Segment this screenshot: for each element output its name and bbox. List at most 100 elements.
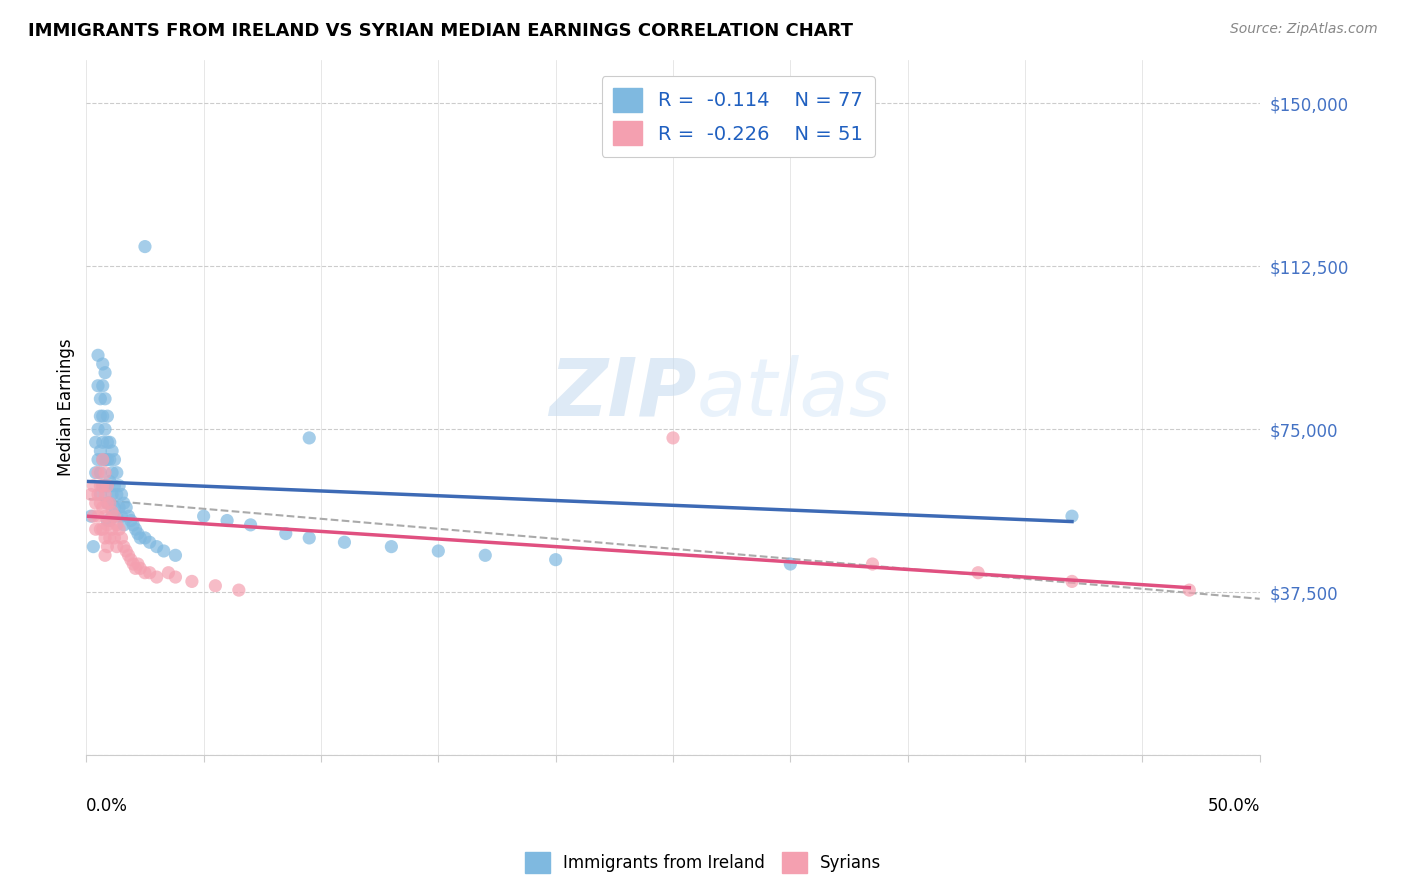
Point [862,557,884,571]
Point [1060,509,1083,524]
Point [96,452,118,467]
Point [91,452,114,467]
Point [474,549,496,563]
Point [124,561,146,575]
Point [105,466,128,480]
Point [110,509,132,524]
Point [129,561,152,575]
Point [103,531,125,545]
Point [98,514,121,528]
Point [380,540,402,554]
Text: IMMIGRANTS FROM IRELAND VS SYRIAN MEDIAN EARNINGS CORRELATION CHART: IMMIGRANTS FROM IRELAND VS SYRIAN MEDIAN… [28,22,853,40]
Point [112,517,135,532]
Point [91,435,114,450]
Point [91,522,114,536]
Point [298,531,321,545]
Point [115,544,138,558]
Legend: Immigrants from Ireland, Syrians: Immigrants from Ireland, Syrians [517,846,889,880]
Point [87,487,110,501]
Point [96,517,118,532]
Point [105,509,128,524]
Point [122,517,145,532]
Point [779,557,801,571]
Point [165,570,187,584]
Legend: R =  -0.114    N = 77, R =  -0.226    N = 51: R = -0.114 N = 77, R = -0.226 N = 51 [602,77,875,157]
Point [103,500,125,515]
Point [217,514,239,528]
Point [98,435,121,450]
Point [96,409,118,424]
Point [157,566,180,580]
Point [96,496,118,510]
Y-axis label: Median Earnings: Median Earnings [58,339,75,476]
Point [89,496,111,510]
Point [87,422,110,436]
Point [94,531,117,545]
Point [127,557,149,571]
Point [165,549,187,563]
Point [101,522,124,536]
Point [84,435,107,450]
Point [103,479,125,493]
Point [228,583,250,598]
Point [84,522,107,536]
Point [138,535,160,549]
Point [98,496,121,510]
Point [96,435,118,450]
Point [98,531,121,545]
Point [427,544,450,558]
Point [96,496,118,510]
Point [103,452,125,467]
Point [91,452,114,467]
Point [94,452,117,467]
Point [193,509,215,524]
Point [87,378,110,392]
Point [87,452,110,467]
Point [80,509,103,524]
Point [127,526,149,541]
Point [967,566,990,580]
Point [145,570,167,584]
Point [110,531,132,545]
Point [87,509,110,524]
Point [101,444,124,458]
Point [662,431,685,445]
Point [94,392,117,406]
Point [98,452,121,467]
Point [101,487,124,501]
Point [115,500,138,515]
Text: ZIP: ZIP [550,354,696,433]
Point [122,557,145,571]
Point [89,522,111,536]
Point [96,540,118,554]
Point [204,579,226,593]
Point [112,496,135,510]
Point [82,479,104,493]
Point [89,444,111,458]
Point [298,431,321,445]
Text: 50.0%: 50.0% [1208,797,1260,815]
Point [105,540,128,554]
Point [94,509,117,524]
Text: Source: ZipAtlas.com: Source: ZipAtlas.com [1230,22,1378,37]
Point [94,549,117,563]
Point [94,466,117,480]
Point [117,549,139,563]
Point [98,514,121,528]
Point [89,487,111,501]
Point [120,514,142,528]
Point [89,466,111,480]
Point [80,487,103,501]
Point [101,505,124,519]
Point [120,552,142,566]
Point [274,526,297,541]
Point [96,514,118,528]
Point [101,466,124,480]
Point [89,409,111,424]
Point [108,522,131,536]
Point [87,466,110,480]
Point [105,487,128,501]
Point [94,479,117,493]
Point [124,522,146,536]
Point [112,540,135,554]
